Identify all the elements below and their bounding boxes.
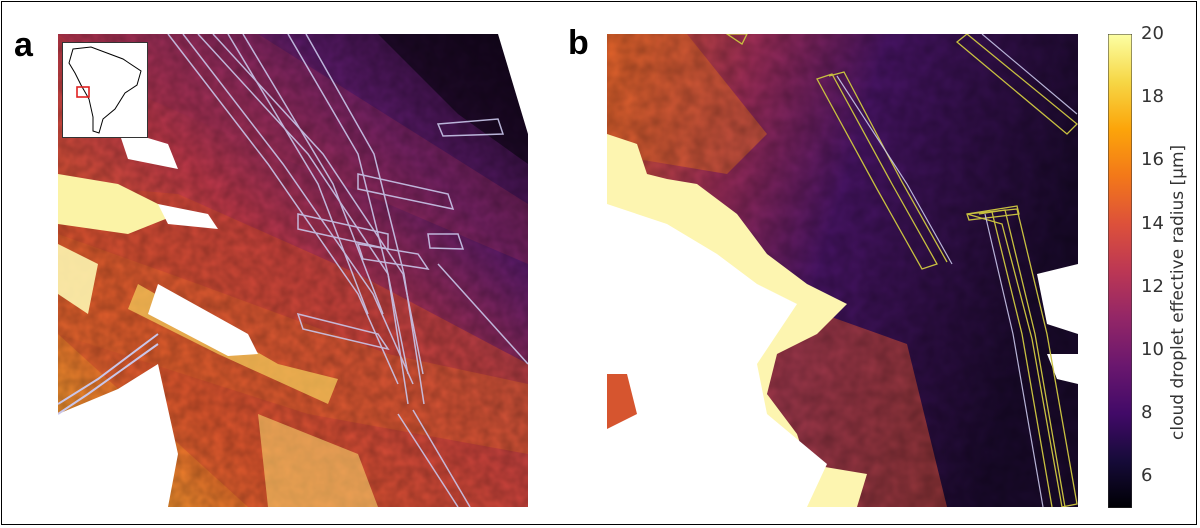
region-box <box>76 86 90 98</box>
colorbar-tick-label: 6 <box>1141 465 1153 487</box>
colorbar-tick-label: 20 <box>1141 23 1164 44</box>
colorbar-tick-label: 14 <box>1141 212 1164 234</box>
panel-label-a: a <box>14 26 33 64</box>
panel-b-heatmap <box>607 34 1078 507</box>
colorbar-tick-label: 12 <box>1141 275 1164 297</box>
panel-label-b: b <box>568 24 589 62</box>
colorbar-tick-label: 16 <box>1141 149 1164 171</box>
colorbar-tick-label: 10 <box>1141 339 1164 360</box>
panel-a-heatmap <box>58 34 528 507</box>
colorbar <box>1107 33 1138 509</box>
locator-inset-map <box>62 42 148 138</box>
colorbar-tick-label: 8 <box>1141 402 1153 424</box>
colorbar-title: cloud droplet effective radius [μm] <box>1168 144 1188 440</box>
colorbar-tick-label: 18 <box>1141 86 1164 108</box>
